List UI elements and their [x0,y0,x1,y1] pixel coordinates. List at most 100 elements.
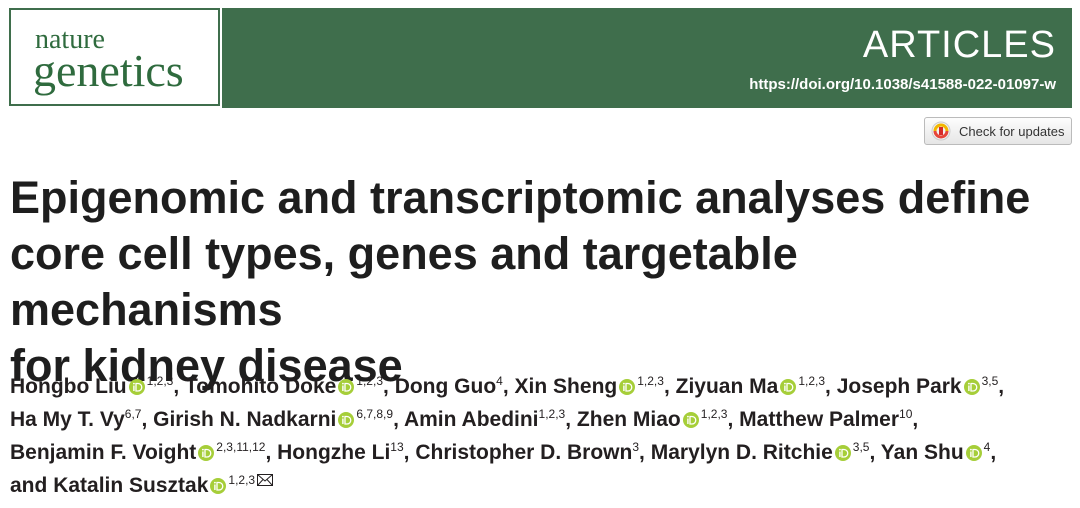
orcid-i [967,385,970,391]
author: Christopher D. Brown3 [415,441,639,464]
separator: , [990,441,997,464]
author-name: Ziyuan Ma [675,375,779,398]
affiliations: 4 [983,440,991,454]
title-line: core cell types, genes and targetable me… [10,228,798,335]
orcid-d [786,382,794,392]
orcid-circle [963,379,980,395]
separator: , [727,408,734,431]
author: Marylyn D. Ritchie 3,5 [651,441,870,464]
author-name: Girish N. Nadkarni [153,408,337,431]
orcid-circle [128,379,145,395]
author-line: Hongbo Liu 1,2,3, Tomohito Doke 1,2,3, Don… [10,370,1004,403]
affiliations: 10 [899,407,913,421]
author-name: Matthew Palmer [739,408,900,431]
author-name: Hongbo Liu [10,375,127,398]
author: Amin Abedini1,2,3 [404,408,565,431]
corresponding-icon [257,474,274,486]
orcid-circle [619,379,636,395]
orcid-dot [838,448,841,451]
orcid-i [202,451,204,457]
author-name: Yan Shu [880,441,964,464]
separator: , [663,375,670,398]
orcid-circle [682,412,699,428]
orcid-circle [780,379,797,395]
envelope-body [257,474,274,486]
doi[interactable]: https://doi.org/10.1038/s41588-022-01097… [749,76,1056,93]
affiliations: 1,2,3 [356,374,383,388]
author: Xin Sheng 1,2,3 [515,375,664,398]
orcid-d [625,382,633,392]
orcid-i [132,385,135,391]
author: Dong Guo4 [395,375,503,398]
separator: , [502,375,509,398]
orcid-d [216,481,224,491]
title-line: Epigenomic and transcriptomic analyses d… [10,172,1031,223]
orcid-icon [619,379,636,395]
orcid-d [134,382,143,392]
author: Ziyuan Ma 1,2,3 [676,375,825,398]
orcid-dot [342,415,345,418]
separator: , [403,441,410,464]
orcid-circle [210,478,227,494]
orcid-d [969,382,977,392]
orcid-dot [214,481,217,484]
orcid-i [214,484,217,490]
author-name: Joseph Park [836,375,962,398]
title-line: for kidney disease [10,340,403,391]
orcid-dot [132,382,135,385]
orcid-i [623,385,625,391]
orcid-icon [963,379,980,395]
separator: , [869,441,876,464]
orcid-icon [210,478,227,494]
author-name: Hongzhe Li [277,441,391,464]
title: Epigenomic and transcriptomic analyses d… [10,170,1080,394]
affiliations: 3,5 [981,374,999,388]
affiliations: 2,3,11,12 [216,440,266,454]
author: Girish N. Nadkarni 6,7,8,9 [153,408,393,431]
separator: , [173,375,180,398]
affiliations: 1,2,3 [798,374,826,388]
orcid-circle [965,445,982,461]
update-button[interactable]: Check for updates [924,117,1072,145]
orcid-i [342,418,344,424]
affiliations: 1,2,3 [700,407,728,421]
affiliations: 4 [496,374,503,388]
orcid-i [838,451,841,457]
author-line: and Katalin Susztak 1,2,3 [10,469,1004,502]
affiliations: 6,7 [124,407,142,421]
orcid-dot [202,448,205,451]
author-name: Amin Abedini [403,408,539,431]
journal-logo: nature genetics [9,8,220,106]
update-icon [931,121,951,141]
orcid-icon [198,445,215,461]
author-name: Marylyn D. Ritchie [650,441,833,464]
journal-name-1: nature [35,24,105,55]
author-name: Tomohito Doke [185,375,337,398]
separator: , [825,375,831,398]
author: Hongbo Liu 1,2,3 [10,375,173,398]
author: Ha My T. Vy6,7 [10,408,141,431]
author-name: Christopher D. Brown [415,441,633,464]
orcid-circle [834,445,851,461]
orcid-circle [338,379,355,395]
affiliations: 1,2,3 [146,374,174,388]
authors: Hongbo Liu 1,2,3, Tomohito Doke 1,2,3, Don… [10,370,1004,502]
conjunction: and [10,474,48,497]
orcid-icon [965,445,982,461]
update-label: Check for updates [959,123,1065,139]
author: Hongzhe Li13 [277,441,404,464]
orcid-d [689,415,697,425]
separator: , [639,441,645,464]
journal-name-2: genetics [33,45,184,96]
separator: , [393,408,399,431]
author-name: Zhen Miao [576,408,681,431]
affiliations: 3,5 [852,440,870,454]
orcid-dot [784,382,787,385]
orcid-icon [834,445,851,461]
header-band: ARTICLES https://doi.org/10.1038/s41588-… [222,8,1072,108]
affiliations: 13 [390,440,404,454]
separator: , [265,441,272,464]
orcid-circle [198,445,215,461]
author: Zhen Miao 1,2,3 [577,408,728,431]
separator: , [141,408,148,431]
